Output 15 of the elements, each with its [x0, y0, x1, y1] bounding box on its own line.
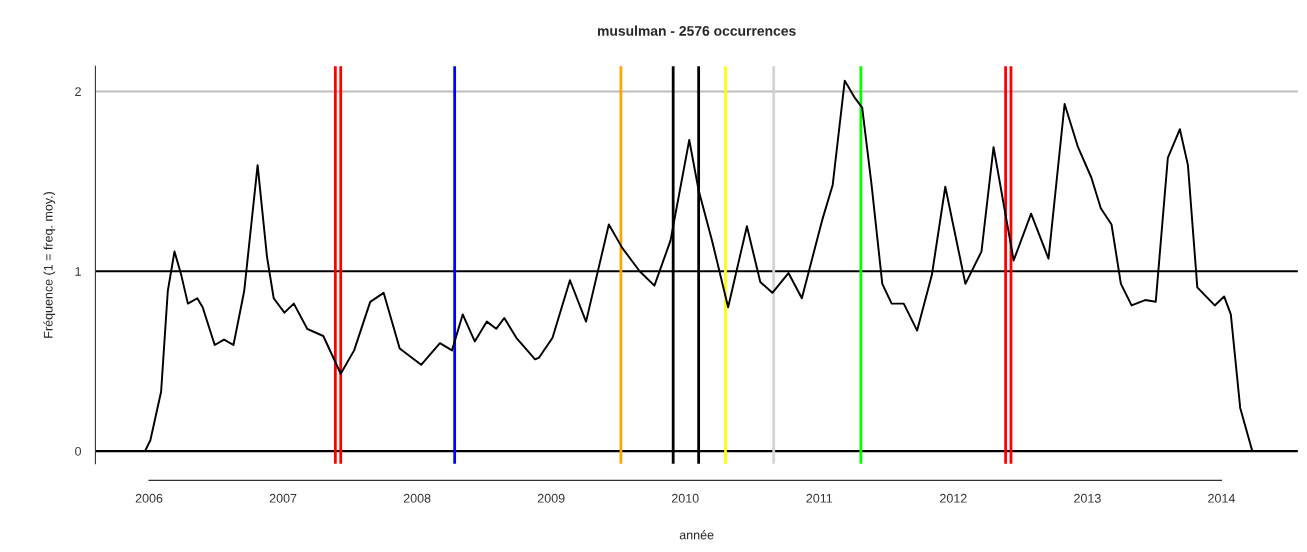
x-axis-title: année [679, 530, 714, 540]
chart-title: musulman - 2576 occurrences [597, 25, 796, 36]
x-tick-label: 2008 [403, 493, 431, 503]
x-tick-label: 2007 [269, 493, 297, 503]
x-tick-label: 2013 [1074, 493, 1101, 503]
y-tick-label: 2 [75, 87, 81, 96]
x-tick-label: 2011 [806, 493, 833, 503]
y-tick-label: 1 [75, 267, 81, 276]
x-tick-label: 2014 [1208, 493, 1235, 503]
x-tick-label: 2012 [940, 493, 967, 503]
y-tick-label: 0 [75, 446, 82, 456]
y-axis-title: Fréquence (1 = freq. moy.) [43, 192, 56, 338]
x-tick-label: 2010 [671, 493, 699, 503]
x-tick-label: 2006 [135, 493, 163, 503]
x-tick-label: 2009 [537, 493, 565, 503]
